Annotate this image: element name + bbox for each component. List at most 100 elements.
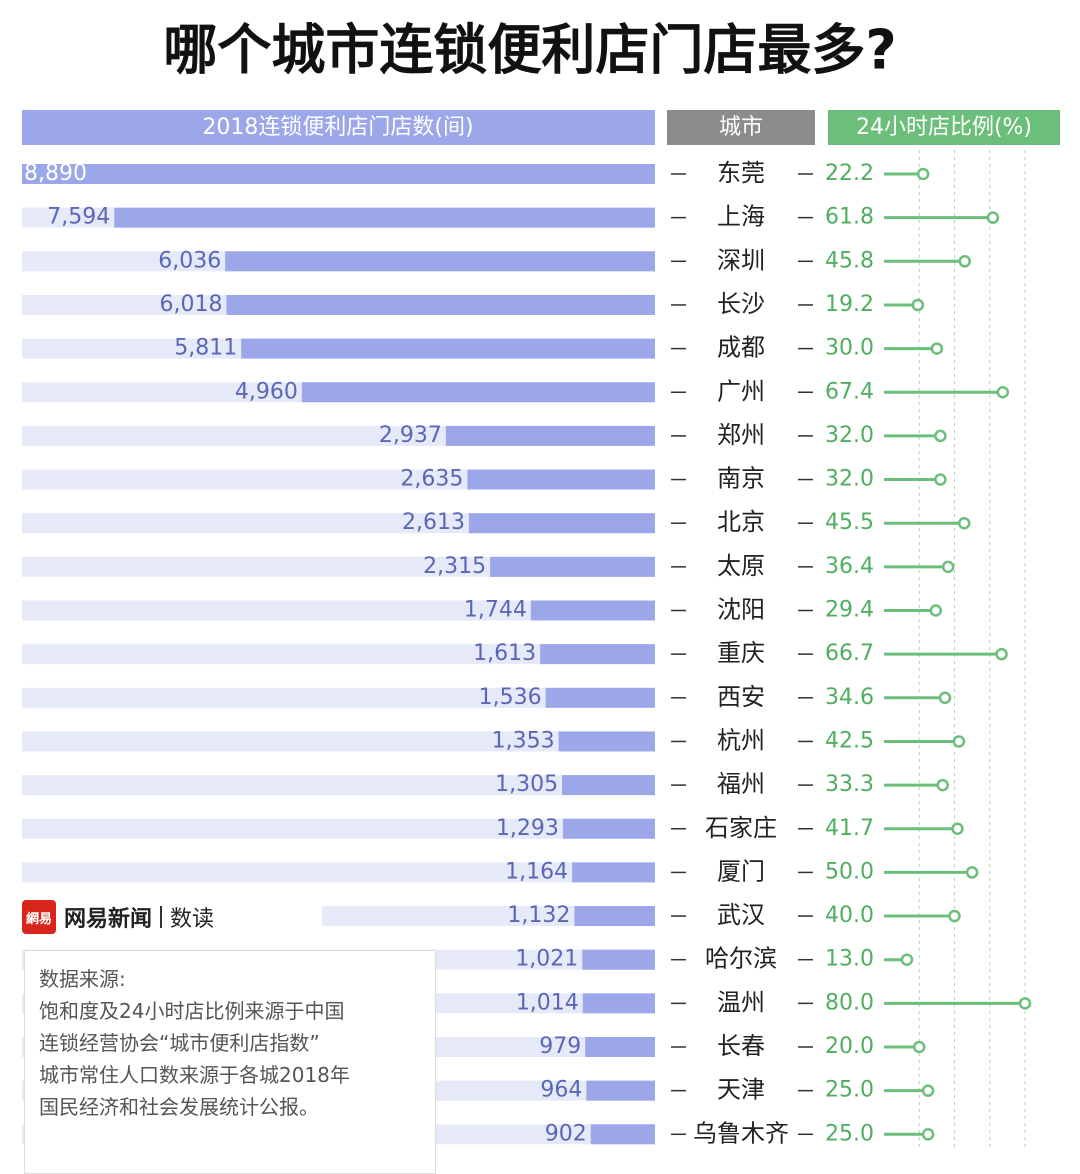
dot	[957, 516, 971, 530]
value-label: 40.0	[825, 903, 874, 928]
city-label: 深圳	[717, 246, 765, 274]
bar	[586, 1080, 655, 1101]
dot	[965, 866, 979, 879]
value-label: 50.0	[825, 859, 874, 884]
value-label: 22.2	[825, 161, 874, 186]
bar-track	[22, 775, 655, 796]
dot	[929, 604, 943, 617]
dot	[951, 822, 964, 835]
value-label: 25.0	[825, 1121, 874, 1146]
dot	[916, 167, 930, 181]
bar	[467, 469, 655, 490]
value-label: 1,536	[479, 685, 542, 710]
value-label: 4,960	[235, 379, 298, 404]
source-line: 饱和度及24小时店比例来源于中国	[39, 999, 345, 1023]
source-line: 城市常住人口数来源于各城2018年	[39, 1063, 350, 1087]
value-label: 2,635	[400, 467, 463, 492]
city-header: 城市	[719, 115, 763, 140]
value-label: 66.7	[825, 641, 874, 666]
value-label: 32.0	[825, 467, 874, 492]
dot	[911, 298, 925, 312]
bar	[582, 949, 655, 970]
value-label: 1,021	[515, 947, 578, 972]
value-label: 1,014	[516, 990, 579, 1015]
value-label: 964	[540, 1078, 582, 1103]
bar-track	[22, 862, 655, 883]
bar	[241, 338, 655, 359]
value-label: 20.0	[825, 1034, 874, 1059]
city-label: 重庆	[717, 639, 765, 667]
bar	[572, 862, 655, 883]
city-label: 福州	[717, 770, 765, 798]
dot	[934, 473, 947, 486]
bar	[582, 993, 655, 1014]
bar-track	[22, 731, 655, 752]
dot	[921, 1128, 935, 1141]
dot	[930, 342, 944, 355]
city-label: 郑州	[717, 421, 765, 449]
dot	[941, 560, 955, 574]
city-label: 东莞	[717, 159, 765, 187]
city-label: 天津	[717, 1076, 765, 1104]
value-label: 30.0	[825, 336, 874, 361]
bar	[540, 644, 655, 665]
bar-track	[22, 600, 655, 621]
bar	[22, 164, 655, 184]
dot	[921, 1084, 935, 1097]
logo-section: 数读	[170, 907, 215, 932]
city-label: 杭州	[717, 726, 765, 754]
city-label: 沈阳	[717, 596, 765, 624]
bar	[562, 818, 655, 839]
city-label: 广州	[717, 377, 765, 405]
value-label: 13.0	[825, 947, 874, 972]
dot	[913, 1040, 926, 1054]
bar	[574, 906, 655, 927]
city-label: 温州	[717, 988, 765, 1016]
dot	[1018, 997, 1032, 1010]
city-label: 北京	[717, 508, 765, 536]
bar-track	[22, 818, 655, 839]
value-label: 45.5	[825, 510, 874, 535]
value-label: 6,018	[160, 292, 223, 317]
value-label: 33.3	[825, 772, 874, 797]
city-label: 武汉	[717, 901, 765, 929]
separator	[160, 906, 163, 928]
bar	[301, 382, 655, 403]
bar	[226, 294, 655, 315]
bar	[445, 425, 655, 446]
city-label: 长沙	[717, 290, 765, 318]
value-label: 6,036	[158, 248, 221, 273]
value-label: 45.8	[825, 248, 874, 273]
dot	[996, 386, 1010, 399]
header-bg	[828, 110, 1060, 145]
dot	[900, 953, 914, 966]
title: 哪个城市连锁便利店门店最多?	[163, 19, 896, 82]
value-label: 34.6	[825, 685, 874, 710]
city-label: 西安	[717, 683, 765, 711]
bar-header: 2018连锁便利店门店数(间)	[202, 115, 473, 140]
value-label: 1,293	[496, 816, 559, 841]
value-label: 36.4	[825, 554, 874, 579]
city-label: 成都	[717, 334, 765, 362]
city-label: 太原	[717, 552, 765, 580]
header-bg	[667, 110, 815, 145]
source-title: 数据来源:	[39, 967, 126, 991]
city-label: 厦门	[717, 857, 765, 885]
pct-header: 24小时店比例(%)	[856, 115, 1032, 140]
value-label: 1,744	[464, 598, 527, 623]
value-label: 2,315	[423, 554, 486, 579]
bar	[530, 600, 655, 621]
logo-brand: 网易新闻	[64, 907, 153, 932]
dot	[938, 691, 952, 705]
value-label: 8,890	[24, 161, 87, 186]
bar-track	[22, 687, 655, 708]
header-bg	[22, 110, 655, 145]
city-label: 石家庄	[705, 814, 777, 842]
bar	[114, 207, 656, 228]
value-label: 1,353	[492, 728, 555, 753]
dot	[995, 647, 1008, 661]
bar	[585, 1037, 655, 1057]
value-label: 29.4	[825, 598, 874, 623]
page: 哪个城市连锁便利店门店最多? 2018连锁便利店门店数(间) 城市 24小时店比…	[22, 18, 1060, 1174]
value-label: 67.4	[825, 379, 874, 404]
